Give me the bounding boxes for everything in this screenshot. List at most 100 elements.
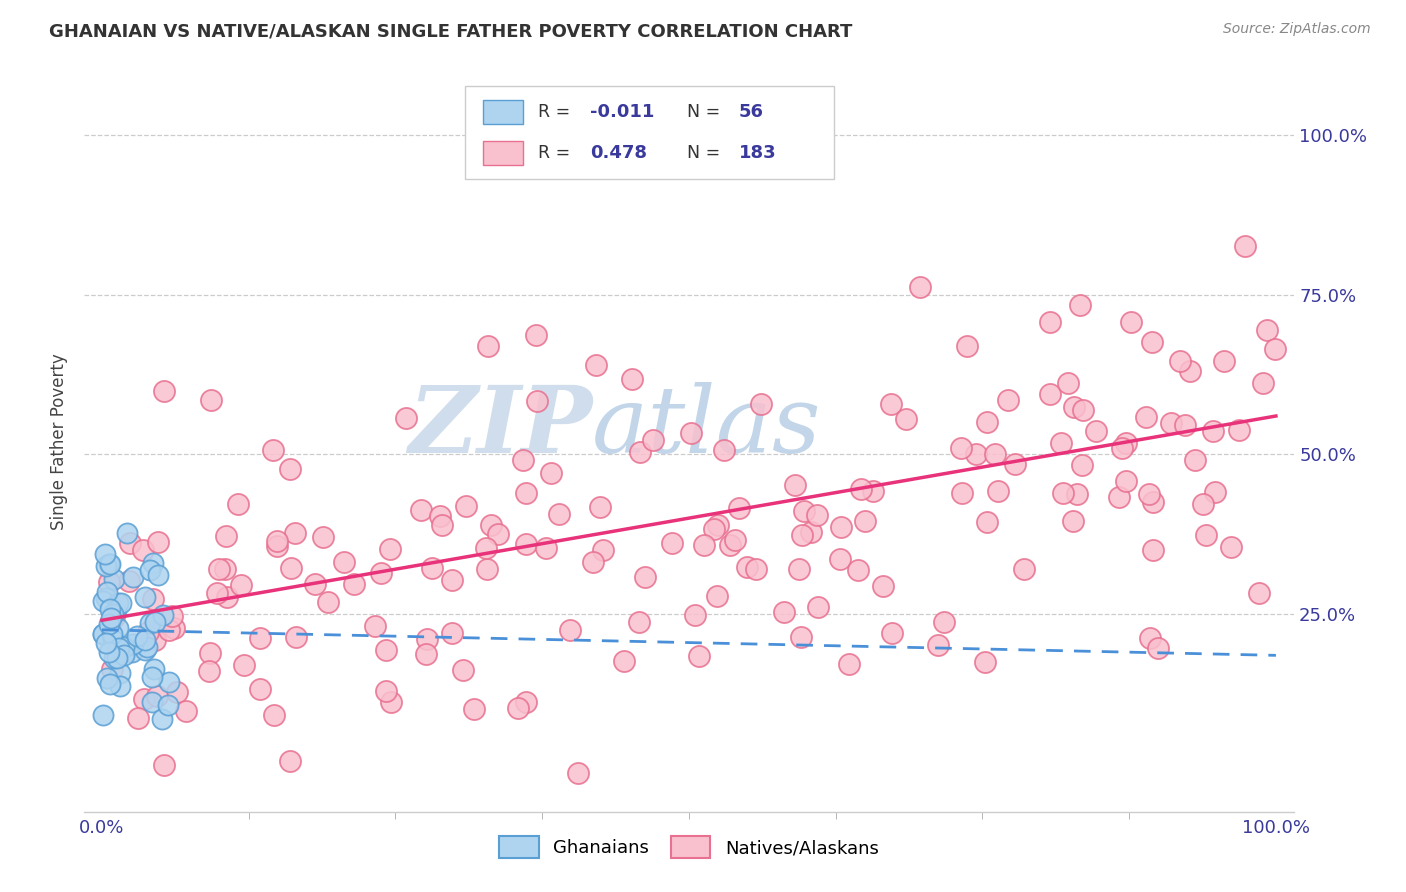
Point	[1264, 342, 1286, 356]
Point	[115, 526, 138, 541]
Text: GHANAIAN VS NATIVE/ALASKAN SINGLE FATHER POVERTY CORRELATION CHART: GHANAIAN VS NATIVE/ALASKAN SINGLE FATHER…	[49, 22, 852, 40]
Point	[103, 651, 125, 665]
Point	[1160, 416, 1182, 430]
Point	[806, 508, 828, 522]
Point	[96, 671, 118, 685]
Point	[112, 640, 135, 654]
Point	[1142, 495, 1164, 509]
Point	[728, 501, 751, 516]
Point	[688, 648, 710, 663]
Point	[278, 462, 301, 476]
Point	[1135, 409, 1157, 424]
Point	[880, 625, 903, 640]
Point	[107, 621, 129, 635]
Point	[1050, 435, 1073, 450]
Point	[1251, 376, 1274, 390]
Point	[127, 711, 149, 725]
Point	[94, 547, 117, 561]
Point	[134, 590, 156, 604]
Point	[772, 606, 794, 620]
Point	[737, 559, 759, 574]
Point	[103, 633, 125, 648]
Point	[984, 447, 1007, 461]
Point	[121, 645, 143, 659]
Point	[118, 574, 141, 588]
Point	[707, 518, 730, 533]
Point	[479, 517, 502, 532]
Point	[200, 392, 222, 407]
Point	[150, 712, 173, 726]
Point	[1178, 364, 1201, 378]
Point	[139, 563, 162, 577]
Text: Source: ZipAtlas.com: Source: ZipAtlas.com	[1223, 22, 1371, 37]
Point	[934, 615, 956, 629]
Point	[456, 499, 478, 513]
Point	[143, 632, 166, 647]
Point	[440, 573, 463, 587]
Point	[1170, 354, 1192, 368]
Point	[207, 562, 229, 576]
Point	[100, 627, 122, 641]
Point	[592, 542, 614, 557]
Point	[98, 677, 121, 691]
Point	[1192, 497, 1215, 511]
Point	[316, 595, 339, 609]
Point	[97, 617, 120, 632]
Point	[132, 691, 155, 706]
Point	[157, 623, 180, 637]
Point	[127, 629, 149, 643]
Point	[94, 636, 117, 650]
Point	[703, 522, 725, 536]
Point	[849, 482, 872, 496]
Point	[232, 658, 254, 673]
Y-axis label: Single Father Poverty: Single Father Poverty	[51, 353, 69, 530]
Point	[96, 591, 118, 605]
Point	[524, 327, 547, 342]
Point	[122, 570, 145, 584]
Point	[152, 608, 174, 623]
Point	[146, 690, 169, 704]
Point	[799, 524, 821, 539]
Point	[153, 384, 176, 398]
Point	[515, 695, 537, 709]
Point	[107, 595, 129, 609]
Point	[409, 503, 432, 517]
Point	[146, 534, 169, 549]
Point	[1070, 458, 1092, 473]
Point	[515, 486, 537, 500]
Point	[477, 339, 499, 353]
Point	[91, 708, 114, 723]
Point	[718, 538, 741, 552]
Point	[1119, 315, 1142, 329]
Point	[976, 516, 998, 530]
Point	[548, 507, 571, 521]
Point	[872, 579, 894, 593]
Point	[114, 643, 136, 657]
Point	[198, 647, 221, 661]
Text: R =: R =	[538, 103, 575, 121]
Point	[585, 358, 607, 372]
Point	[105, 650, 128, 665]
Point	[1233, 238, 1256, 252]
Point	[103, 606, 125, 620]
Point	[908, 280, 931, 294]
Point	[103, 607, 125, 622]
Bar	[465, 87, 834, 178]
Point	[97, 574, 120, 589]
Point	[98, 602, 121, 616]
Point	[91, 627, 114, 641]
Point	[262, 442, 284, 457]
Point	[370, 566, 392, 580]
Text: atlas: atlas	[592, 382, 821, 472]
Point	[157, 675, 180, 690]
Point	[103, 572, 125, 586]
Point	[110, 596, 132, 610]
Point	[1147, 641, 1170, 656]
Point	[132, 543, 155, 558]
Point	[830, 520, 852, 534]
Point	[683, 608, 706, 623]
Point	[138, 624, 160, 639]
Point	[634, 569, 657, 583]
Point	[1062, 514, 1084, 528]
Point	[628, 615, 651, 630]
